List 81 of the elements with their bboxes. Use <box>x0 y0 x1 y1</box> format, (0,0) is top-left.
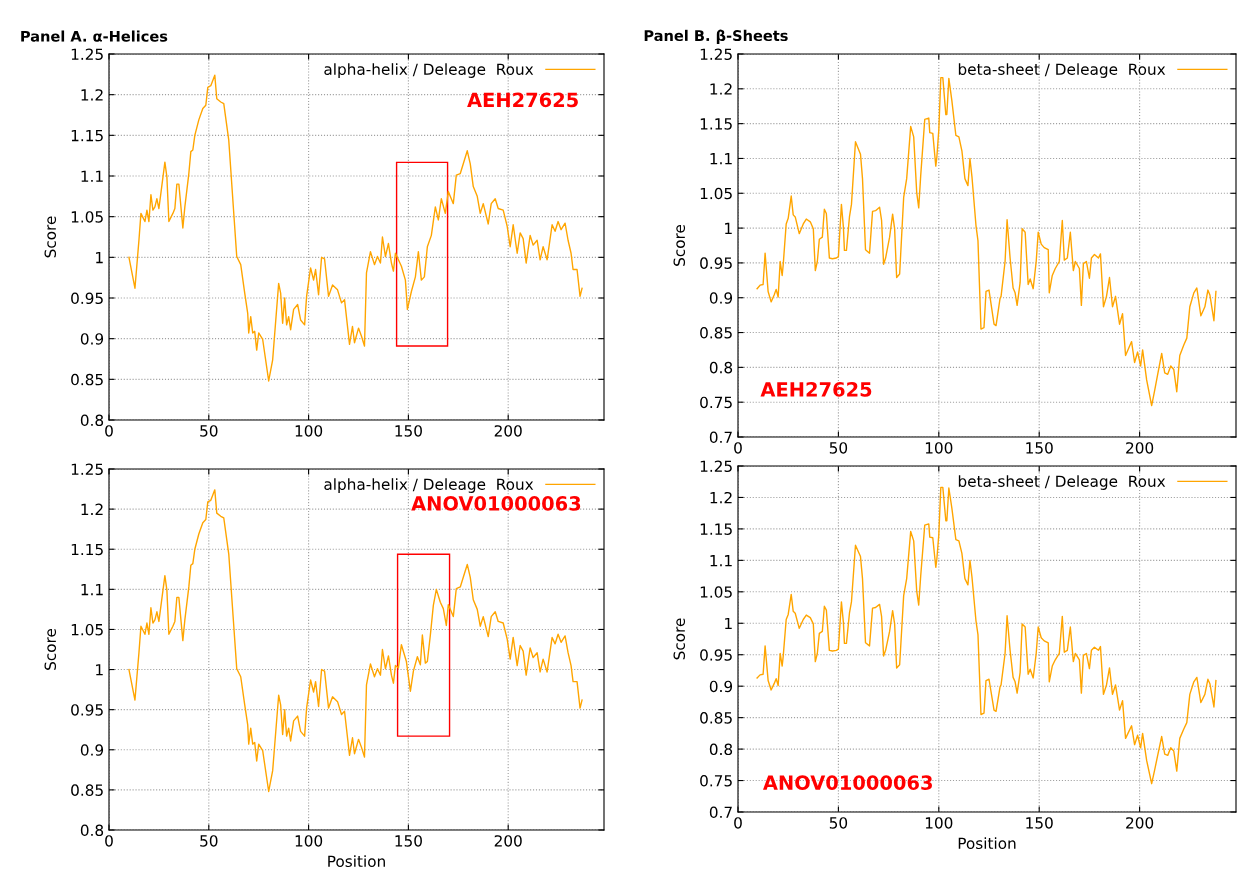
y-tick-label: 0.7 <box>709 806 732 819</box>
y-tick-label: 0.8 <box>709 743 733 756</box>
y-tick-label: 1 <box>725 222 732 234</box>
y-tick-label: 1.15 <box>71 130 103 142</box>
y-tick-label: 0.95 <box>71 704 103 716</box>
x-tick-label: 100 <box>295 835 323 847</box>
chart-title: Panel A. α-Helices <box>21 30 168 42</box>
y-tick-label: 0.9 <box>709 680 733 693</box>
x-tick-label: 150 <box>1026 442 1053 454</box>
y-tick-label: 0.85 <box>700 712 732 724</box>
legend-label: beta-sheet / Deleage Roux <box>958 475 1166 490</box>
x-tick-label: 100 <box>295 425 323 437</box>
y-tick-label: 1 <box>96 664 103 676</box>
chart-title: Panel B. β-Sheets <box>644 29 788 44</box>
x-tick-label: 200 <box>1126 817 1154 829</box>
y-tick-label: 1.25 <box>700 48 732 61</box>
y-axis-title: Score <box>44 216 57 258</box>
y-tick-label: 0.9 <box>80 333 104 345</box>
y-tick-label: 0.75 <box>700 396 732 409</box>
y-tick-label: 1.25 <box>71 48 103 61</box>
x-tick-label: 150 <box>1026 817 1053 829</box>
y-tick-label: 1.15 <box>700 523 732 535</box>
y-tick-label: 0.95 <box>71 292 103 305</box>
y-tick-label: 0.85 <box>700 327 732 339</box>
x-tick-label: 0 <box>105 835 113 847</box>
y-tick-label: 1.25 <box>700 460 732 473</box>
y-tick-label: 1.2 <box>710 83 732 95</box>
x-tick-label: 0 <box>734 442 742 454</box>
x-tick-label: 200 <box>1126 442 1154 454</box>
y-tick-label: 1.1 <box>81 170 103 182</box>
x-tick-label: 0 <box>734 817 742 829</box>
annotation: ANOV01000063 <box>762 775 932 790</box>
y-tick-label: 0.8 <box>709 361 733 374</box>
x-tick-label: 200 <box>494 425 522 437</box>
y-tick-label: 1.2 <box>81 503 103 515</box>
y-tick-label: 1.05 <box>71 623 103 636</box>
y-tick-label: 0.7 <box>709 431 732 444</box>
x-tick-label: 100 <box>925 817 953 829</box>
x-tick-label: 50 <box>200 835 218 847</box>
y-axis-title: Score <box>673 618 686 660</box>
y-tick-label: 1.05 <box>71 211 103 223</box>
y-tick-label: 0.9 <box>709 292 733 304</box>
y-tick-label: 0.9 <box>80 744 104 756</box>
legend-label: beta-sheet / Deleage Roux <box>958 63 1166 78</box>
y-tick-label: 1.25 <box>71 463 103 476</box>
y-tick-label: 1.1 <box>710 555 732 567</box>
y-tick-label: 1.15 <box>700 118 732 130</box>
y-tick-label: 0.8 <box>80 824 104 837</box>
x-axis-title: Position <box>958 837 1016 850</box>
y-tick-label: 1.05 <box>700 586 732 598</box>
x-tick-label: 50 <box>829 442 848 454</box>
x-tick-label: 50 <box>200 425 218 437</box>
y-tick-label: 1.2 <box>81 89 103 101</box>
x-axis-title: Position <box>328 855 385 868</box>
x-tick-label: 150 <box>395 425 422 437</box>
y-tick-label: 1.15 <box>71 543 103 556</box>
annotation: AEH27625 <box>760 381 872 397</box>
legend-label: alpha-helix / Deleage Roux <box>324 63 534 78</box>
y-tick-label: 0.85 <box>71 784 103 796</box>
y-tick-label: 1.2 <box>710 491 732 504</box>
y-tick-label: 1.1 <box>710 153 732 165</box>
y-tick-label: 1 <box>725 617 732 630</box>
y-tick-label: 0.85 <box>71 373 103 386</box>
x-tick-label: 50 <box>829 817 848 829</box>
y-axis-title: Score <box>673 224 686 266</box>
y-tick-label: 0.8 <box>80 414 104 427</box>
y-tick-label: 1 <box>96 252 103 264</box>
annotation: AEH27625 <box>467 92 578 108</box>
x-tick-label: 200 <box>494 835 522 847</box>
x-tick-label: 100 <box>925 442 953 454</box>
y-tick-label: 1.1 <box>81 584 103 596</box>
legend-label: alpha-helix / Deleage Roux <box>324 478 534 493</box>
x-tick-label: 0 <box>105 425 113 437</box>
y-tick-label: 0.75 <box>700 775 732 787</box>
x-tick-label: 150 <box>395 835 422 847</box>
y-tick-label: 0.95 <box>700 257 732 269</box>
line-series <box>756 76 1217 407</box>
y-tick-label: 1.05 <box>700 187 732 200</box>
y-tick-label: 0.95 <box>700 649 732 661</box>
y-axis-title: Score <box>44 628 57 670</box>
annotation: ANOV01000063 <box>411 496 581 511</box>
